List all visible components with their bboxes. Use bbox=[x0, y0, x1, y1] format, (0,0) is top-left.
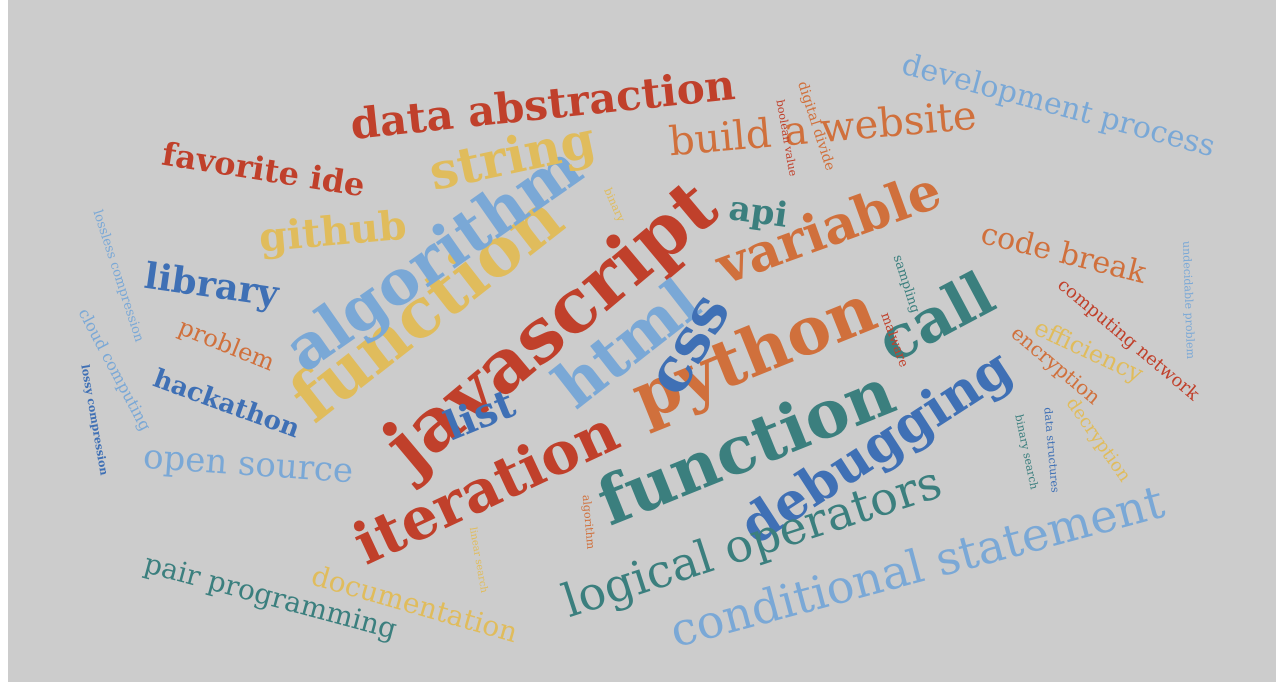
word-undecidable-problem: undecidable problem bbox=[1180, 241, 1197, 360]
word-linear-search: linear search bbox=[467, 526, 489, 594]
word-binary-search: binary search bbox=[1012, 413, 1041, 490]
word-api: api bbox=[726, 188, 790, 236]
word-open-source: open source bbox=[142, 437, 355, 492]
word-problem: problem bbox=[174, 313, 279, 377]
word-cloud-canvas: javascript function function algorithm p… bbox=[75, 47, 1219, 658]
word-favorite-ide: favorite ide bbox=[159, 135, 367, 205]
word-data-structures: data structures bbox=[1041, 407, 1061, 494]
word-algorithm-small: algorithm bbox=[580, 494, 598, 550]
word-lossy-compression: lossy compression bbox=[78, 364, 110, 477]
word-library: library bbox=[142, 255, 282, 315]
word-cloud: javascript function function algorithm p… bbox=[8, 0, 1276, 682]
word-binary: binary bbox=[601, 186, 628, 225]
word-decryption: decryption bbox=[1062, 394, 1136, 487]
